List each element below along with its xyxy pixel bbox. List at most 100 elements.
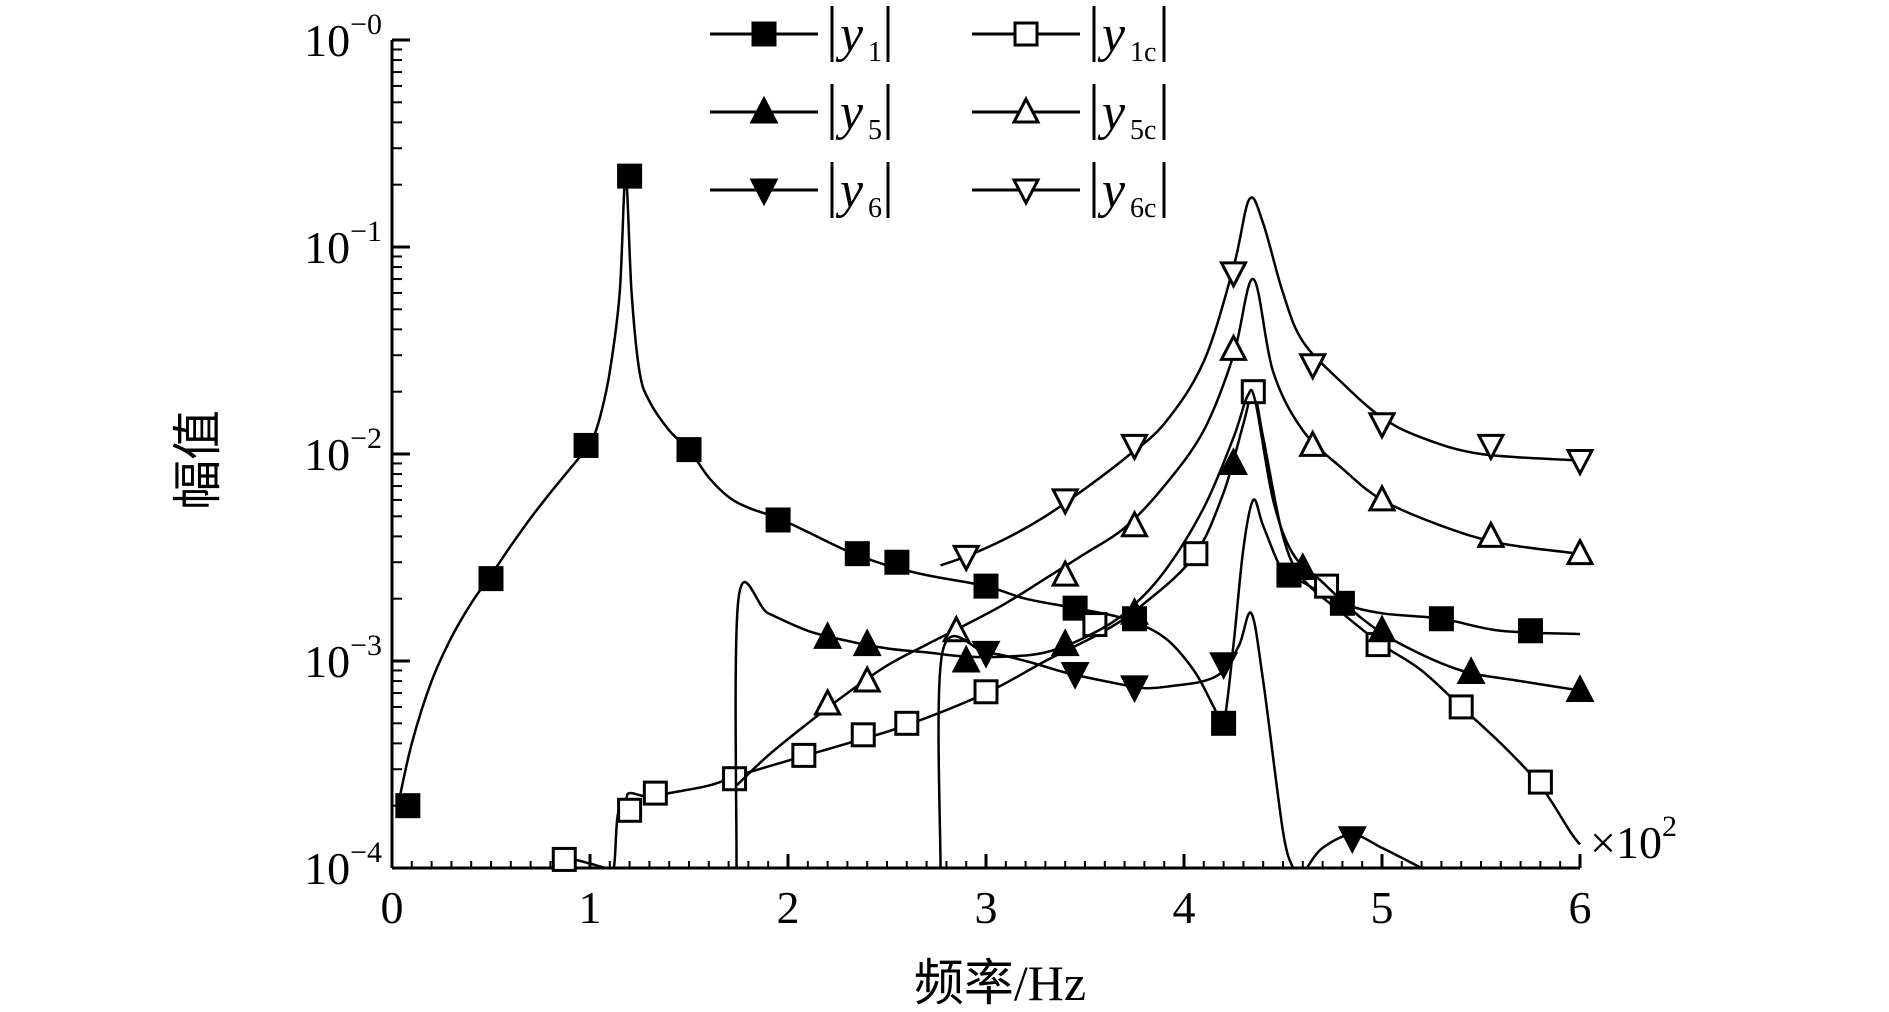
data-point-5c — [1120, 509, 1149, 538]
series-1c — [559, 390, 1581, 868]
data-point-5 — [1120, 597, 1149, 625]
legend: y 1 y 1cy 5 y 5cy 6 y 6c — [710, 6, 1166, 224]
data-point-1c — [617, 797, 643, 823]
data-point-6 — [1120, 675, 1149, 704]
y-tick-exponent: −3 — [350, 629, 382, 662]
x-tick-label: 0 — [381, 882, 404, 933]
y-tick-base: 10 — [304, 15, 350, 66]
legend-label-1c: y — [1097, 6, 1126, 63]
data-point-5c — [1367, 483, 1397, 512]
series-line-6-segment — [1305, 833, 1423, 868]
data-point-6c — [1050, 488, 1080, 517]
legend-label-6c: y — [1097, 162, 1126, 219]
data-point-6 — [1060, 662, 1090, 690]
data-point-5 — [1565, 674, 1595, 703]
series-line-1 — [396, 174, 1581, 806]
data-point-1 — [1211, 710, 1237, 736]
data-point-5c — [1050, 558, 1080, 587]
x-tick-label: 6 — [1569, 882, 1592, 933]
x-tick-label: 4 — [1173, 882, 1196, 933]
data-point-5c — [941, 614, 971, 643]
data-point-1c — [1527, 769, 1553, 795]
data-point-1c — [551, 846, 577, 872]
series-1 — [396, 174, 1581, 806]
legend-sub-5: 5 — [868, 115, 882, 146]
series-5c — [735, 277, 1581, 787]
y-axis-label: 幅值 — [170, 410, 226, 510]
y-tick-base: 10 — [304, 843, 350, 894]
y-tick-base: 10 — [304, 429, 350, 480]
data-point-1c — [1183, 541, 1209, 567]
data-point-5c — [852, 664, 882, 693]
x-axis-label: 频率/Hz — [914, 955, 1086, 1011]
legend-marker-1 — [751, 21, 777, 47]
x-axis-multiplier: ×102 — [1590, 810, 1677, 868]
data-point-5 — [1456, 656, 1486, 684]
data-point-6c — [1367, 412, 1397, 440]
data-point-1c — [1448, 694, 1474, 720]
data-point-1 — [1428, 606, 1454, 632]
data-point-5 — [1050, 628, 1080, 657]
y-tick-base: 10 — [304, 636, 350, 687]
series-line-5c — [735, 277, 1581, 787]
data-point-6 — [1209, 652, 1239, 680]
legend-sub-6: 6 — [868, 193, 882, 224]
legend-marker-5 — [749, 95, 779, 124]
data-point-1 — [1062, 595, 1088, 621]
x-tick-label: 1 — [579, 882, 602, 933]
axes: 0 1 2 3 4 5 610−010−110−210−310−4 — [304, 8, 1591, 933]
y-tick-label: 10−0 — [304, 8, 382, 66]
data-point-1c — [850, 722, 876, 748]
data-point-1c — [722, 766, 748, 792]
data-point-1 — [1518, 618, 1543, 644]
data-point-6c — [1565, 449, 1595, 477]
y-tick-exponent: −0 — [350, 8, 382, 41]
legend-label-5: y — [835, 84, 864, 141]
legend-marker-6 — [749, 178, 779, 207]
legend-sub-6c: 6c — [1130, 193, 1156, 224]
legend-marker-1c — [1013, 21, 1039, 47]
data-point-5 — [1367, 614, 1397, 643]
data-point-1 — [676, 437, 702, 463]
y-tick-exponent: −4 — [350, 836, 382, 869]
data-point-5c — [1298, 429, 1328, 457]
data-point-1 — [617, 163, 643, 189]
data-point-1 — [765, 507, 791, 533]
data-point-6c — [1219, 261, 1248, 290]
data-point-1c — [791, 742, 817, 768]
plot-area — [395, 163, 1595, 872]
x-tick-label: 3 — [975, 882, 998, 933]
x-tick-label: 2 — [777, 882, 800, 933]
legend-sub-5c: 5c — [1130, 115, 1156, 146]
data-point-6c — [1476, 433, 1506, 462]
legend-marker-5c — [1011, 95, 1041, 124]
legend-marker-6c — [1011, 178, 1041, 207]
data-point-1 — [478, 566, 504, 592]
data-point-5c — [813, 687, 843, 716]
x-axis-multiplier-exponent: 2 — [1662, 810, 1677, 843]
legend-label-1: y — [835, 6, 864, 63]
data-point-5 — [1288, 552, 1318, 580]
data-point-1c — [642, 780, 668, 806]
data-point-5c — [1219, 333, 1248, 361]
legend-label-5c: y — [1097, 84, 1126, 141]
data-point-1c — [973, 679, 999, 705]
legend-label-6: y — [835, 162, 864, 219]
data-point-1 — [844, 541, 870, 567]
series-line-1c — [559, 390, 1581, 868]
legend-sub-1c: 1c — [1130, 37, 1156, 68]
series-5 — [734, 388, 1581, 868]
y-tick-label: 10−3 — [304, 629, 382, 687]
data-point-1 — [973, 573, 999, 599]
data-point-6c — [951, 544, 981, 573]
data-point-5c — [1565, 537, 1595, 566]
y-tick-base: 10 — [304, 222, 350, 273]
x-tick-label: 5 — [1371, 882, 1394, 933]
y-tick-label: 10−1 — [304, 215, 382, 273]
data-point-5 — [1219, 447, 1248, 475]
data-point-5 — [951, 644, 981, 673]
y-tick-label: 10−4 — [304, 836, 382, 894]
y-tick-label: 10−2 — [304, 422, 382, 480]
data-point-1 — [395, 793, 421, 819]
